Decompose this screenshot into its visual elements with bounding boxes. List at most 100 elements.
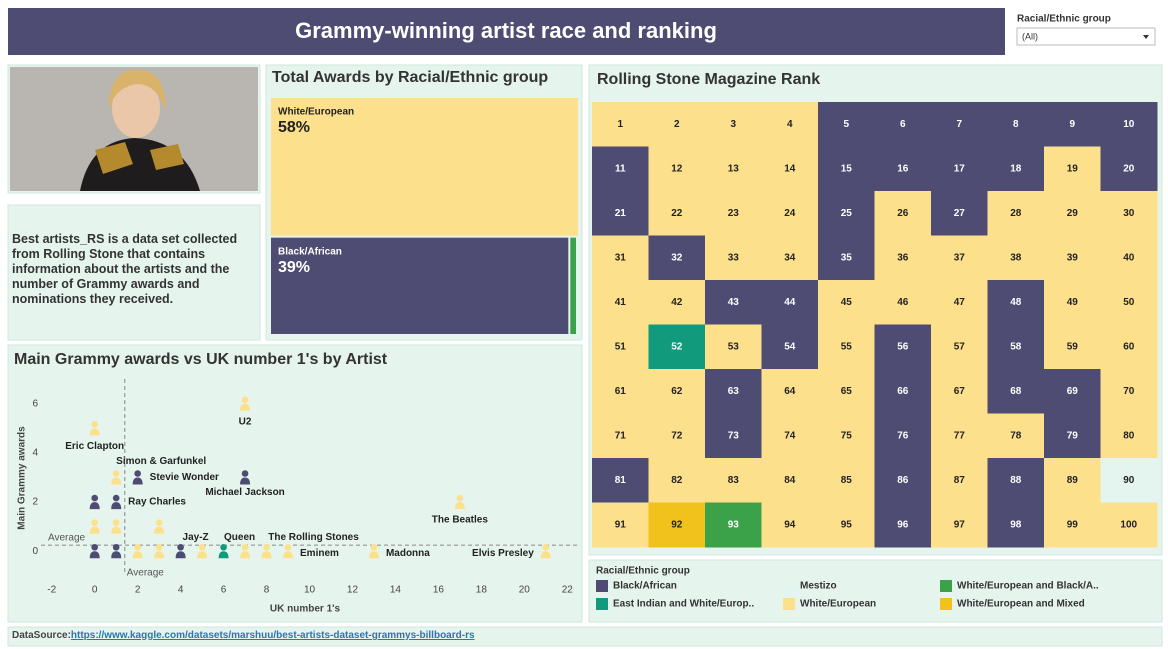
- rank-cell: [874, 413, 932, 459]
- rank-label: 11: [615, 163, 626, 174]
- icon-body: [218, 551, 229, 559]
- rank-label: 50: [1123, 297, 1135, 308]
- x-tick-label: 8: [264, 585, 270, 596]
- rank-cell: [818, 324, 875, 370]
- rank-cell: [931, 280, 988, 325]
- rank-label: 48: [1010, 297, 1022, 308]
- rank-label: 9: [1069, 119, 1075, 130]
- rank-cell: [648, 369, 706, 414]
- legend-swatch: [783, 598, 795, 610]
- treemap-cell: [570, 237, 576, 334]
- artist-point: [154, 543, 165, 559]
- rank-cell: [1100, 369, 1158, 414]
- icon-head: [91, 519, 98, 526]
- rank-cell: [761, 324, 819, 370]
- artist-point: [540, 543, 551, 559]
- legend-swatch: [940, 580, 952, 592]
- rank-cell: [705, 413, 762, 459]
- rank-label: 76: [897, 430, 909, 441]
- rank-cell: [1044, 191, 1101, 236]
- x-tick-label: 18: [476, 585, 488, 596]
- rank-label: 8: [1013, 119, 1019, 130]
- legend-label: White/European and Black/A..: [957, 581, 1099, 592]
- rank-cell: [818, 458, 875, 503]
- rank-cell: [987, 280, 1045, 325]
- rank-cell: [648, 235, 706, 281]
- rank-cell: [1100, 280, 1158, 325]
- rank-label: 13: [728, 163, 740, 174]
- x-tick-label: -2: [47, 585, 56, 596]
- rank-label: 75: [841, 430, 853, 441]
- rank-label: 1: [617, 119, 623, 130]
- artist-point: [89, 421, 100, 436]
- rank-label: 65: [841, 386, 853, 397]
- artist-label: Simon & Garfunkel: [116, 456, 206, 467]
- rank-label: 88: [1010, 475, 1022, 486]
- artist-point: [132, 543, 143, 559]
- rank-label: 68: [1010, 386, 1022, 397]
- icon-head: [134, 470, 141, 477]
- rank-label: 71: [615, 430, 627, 441]
- icon-head: [241, 470, 249, 477]
- rank-label: 82: [671, 475, 683, 486]
- rank-label: 36: [897, 252, 909, 263]
- rank-cell: [592, 191, 649, 236]
- rank-label: 53: [728, 341, 740, 352]
- chart-title: Total Awards by Racial/Ethnic group: [272, 69, 548, 86]
- rank-label: 92: [671, 519, 683, 530]
- x-axis-title: UK number 1's: [270, 604, 341, 615]
- rank-label: 79: [1067, 430, 1079, 441]
- rank-cell: [874, 235, 932, 281]
- average-label: Average: [48, 533, 86, 544]
- artist-point: [240, 396, 251, 411]
- legend-label: Mestizo: [800, 581, 837, 592]
- cell-label: White/European: [278, 107, 354, 118]
- rank-label: 57: [954, 341, 966, 352]
- icon-body: [261, 551, 272, 559]
- rank-label: 30: [1123, 208, 1135, 219]
- rank-label: 23: [728, 208, 740, 219]
- rank-label: 62: [671, 386, 683, 397]
- rank-cell: [987, 235, 1045, 281]
- rank-cell: [705, 146, 762, 192]
- rank-cell: [761, 235, 819, 281]
- artist-label: Elvis Presley: [472, 548, 534, 559]
- icon-body: [111, 526, 122, 534]
- filter-value[interactable]: (All): [1022, 31, 1038, 41]
- rank-label: 41: [615, 297, 627, 308]
- icon-body: [154, 526, 165, 534]
- x-tick-label: 4: [178, 585, 184, 596]
- rank-label: 7: [956, 119, 962, 130]
- artist-point: [89, 519, 100, 534]
- chart-title: Main Grammy awards vs UK number 1's by A…: [14, 351, 388, 368]
- filter-dropdown[interactable]: [1016, 27, 1156, 46]
- rank-cell: [987, 458, 1045, 503]
- treemap-cell: [271, 237, 569, 334]
- rank-cell: [931, 235, 988, 281]
- rank-cell: [761, 102, 819, 147]
- icon-body: [240, 477, 251, 485]
- rank-label: 85: [841, 475, 853, 486]
- rank-cell: [648, 413, 706, 459]
- rank-label: 77: [954, 430, 966, 441]
- rank-cell: [761, 458, 819, 503]
- icon-body: [540, 551, 551, 559]
- source-link[interactable]: https://www.kaggle.com/datasets/marshuu/…: [70, 630, 475, 641]
- scatter-panel: [7, 344, 583, 623]
- artist-point: [111, 519, 122, 534]
- rank-label: 17: [954, 163, 966, 174]
- dropdown-arrow[interactable]: [1143, 35, 1149, 39]
- rank-cell: [874, 280, 932, 325]
- treemap-cell: [271, 98, 578, 236]
- x-tick-label: 16: [433, 585, 445, 596]
- rank-cell: [761, 146, 819, 192]
- rank-cell: [592, 280, 649, 325]
- artist-point: [261, 543, 272, 559]
- artist-label: Eric Clapton: [65, 441, 124, 452]
- rank-cell: [818, 191, 875, 236]
- rank-cell: [818, 235, 875, 281]
- rank-cell: [648, 191, 706, 236]
- rank-cell: [1100, 191, 1158, 236]
- legend-swatch: [596, 580, 608, 592]
- artist-label: U2: [239, 416, 252, 427]
